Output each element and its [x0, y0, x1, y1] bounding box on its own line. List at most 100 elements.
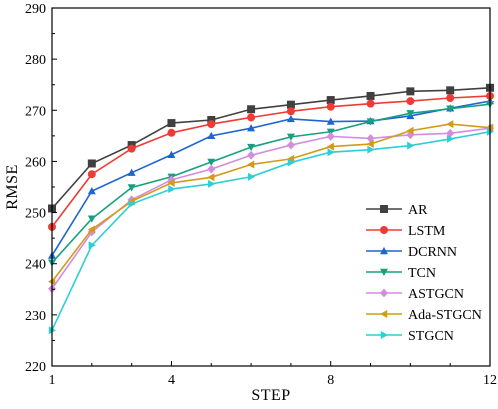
data-point-lstm	[326, 102, 335, 111]
data-point-ar	[167, 119, 176, 128]
legend-item-lstm: LSTM	[366, 224, 446, 239]
legend-label-dcrnn: DCRNN	[408, 245, 457, 260]
data-point-ada-stgcn	[326, 142, 334, 151]
data-point-lstm	[366, 99, 375, 108]
data-point-lstm	[406, 97, 415, 106]
data-point-astgcn	[207, 164, 216, 174]
data-point-lstm	[446, 94, 455, 103]
data-point-lstm	[127, 144, 136, 153]
x-tick-label: 8	[327, 373, 334, 388]
series-ada-stgcn	[48, 120, 494, 286]
legend-item-ada-stgcn: Ada-STGCN	[366, 308, 482, 323]
legend-marker-astgcn	[380, 288, 388, 298]
legend-label-ar: AR	[408, 203, 428, 218]
legend-label-stgcn: STGCN	[408, 329, 454, 344]
y-tick-label: 260	[25, 155, 46, 170]
plot-area	[48, 83, 494, 335]
data-point-ar	[207, 116, 216, 125]
legend-marker-dcrnn	[380, 247, 388, 255]
legend-marker-stgcn	[380, 331, 388, 339]
data-point-lstm	[167, 128, 176, 137]
y-tick-label: 250	[25, 207, 46, 222]
data-point-lstm	[207, 120, 216, 129]
data-point-stgcn	[446, 134, 455, 143]
data-point-stgcn	[367, 145, 375, 154]
legend: AR LSTM DCRNN TCN ASTGCN Ada-STGCN STGCN	[366, 203, 482, 344]
legend-label-tcn: TCN	[408, 266, 436, 281]
data-point-ar	[87, 159, 96, 168]
series-line-tcn	[51, 103, 491, 264]
axes: 220 230 240 250 260 270 280 290 1 4 8 12	[25, 2, 497, 388]
data-point-stgcn	[287, 158, 295, 167]
data-point-ar	[446, 86, 455, 95]
data-point-tcn	[366, 118, 375, 126]
legend-item-stgcn: STGCN	[366, 329, 454, 344]
data-point-stgcn	[208, 179, 216, 188]
x-tick-label: 1	[49, 373, 56, 388]
legend-item-tcn: TCN	[366, 266, 436, 281]
x-axis-label: STEP	[251, 387, 290, 404]
legend-item-astgcn: ASTGCN	[366, 287, 464, 302]
legend-marker-ar	[380, 205, 388, 213]
data-point-dcrnn	[247, 124, 256, 132]
data-point-ada-stgcn	[286, 154, 295, 163]
legend-marker-lstm	[380, 226, 388, 234]
data-point-stgcn	[168, 185, 176, 194]
data-point-ar	[326, 96, 335, 105]
data-point-stgcn	[407, 141, 415, 150]
data-point-astgcn	[167, 175, 176, 185]
data-point-astgcn	[366, 134, 375, 143]
y-tick-label: 290	[25, 2, 46, 17]
data-point-stgcn	[247, 172, 256, 181]
legend-label-lstm: LSTM	[408, 224, 446, 239]
data-point-dcrnn	[286, 114, 295, 123]
data-point-lstm	[286, 107, 295, 116]
data-point-ar	[286, 100, 295, 109]
y-tick-label: 270	[25, 104, 46, 119]
data-point-dcrnn	[326, 117, 335, 125]
x-tick-label: 12	[483, 373, 497, 388]
data-point-ar	[406, 87, 415, 96]
series-line-lstm	[51, 95, 491, 228]
legend-label-astgcn: ASTGCN	[408, 287, 464, 302]
legend-marker-tcn	[380, 268, 388, 276]
data-point-tcn	[127, 184, 136, 192]
data-point-astgcn	[286, 140, 295, 150]
data-point-astgcn	[446, 128, 455, 138]
y-tick-label: 280	[25, 53, 46, 68]
data-point-ar	[247, 105, 256, 114]
data-point-stgcn	[128, 199, 136, 208]
data-point-lstm	[87, 170, 96, 179]
data-point-stgcn	[327, 148, 335, 157]
data-point-ada-stgcn	[406, 126, 414, 135]
data-point-ada-stgcn	[87, 225, 96, 234]
y-tick-label: 230	[25, 309, 46, 324]
series-tcn	[48, 100, 494, 267]
data-point-stgcn	[88, 241, 96, 250]
series-line-stgcn	[51, 130, 491, 331]
data-point-astgcn	[406, 130, 415, 140]
data-point-tcn	[286, 133, 295, 141]
series-line-ar	[51, 86, 491, 210]
data-point-ada-stgcn	[366, 140, 374, 149]
data-point-ada-stgcn	[247, 160, 255, 169]
legend-label-ada-stgcn: Ada-STGCN	[408, 308, 482, 323]
data-point-tcn	[247, 143, 256, 152]
series-line-dcrnn	[51, 100, 491, 256]
data-point-dcrnn	[127, 168, 136, 176]
data-point-ada-stgcn	[167, 178, 175, 187]
series-stgcn	[48, 127, 494, 335]
legend-marker-ada-stgcn	[380, 310, 388, 318]
data-point-dcrnn	[167, 150, 176, 158]
y-axis-label: RMSE	[4, 164, 21, 210]
x-tick-label: 4	[168, 373, 175, 388]
data-point-ada-stgcn	[207, 173, 215, 182]
series-ar	[48, 83, 494, 213]
data-point-tcn	[207, 158, 216, 166]
data-point-dcrnn	[87, 187, 96, 195]
data-point-ada-stgcn	[446, 120, 454, 129]
data-point-ar	[366, 91, 375, 100]
legend-item-dcrnn: DCRNN	[366, 245, 457, 260]
data-point-astgcn	[247, 150, 256, 160]
